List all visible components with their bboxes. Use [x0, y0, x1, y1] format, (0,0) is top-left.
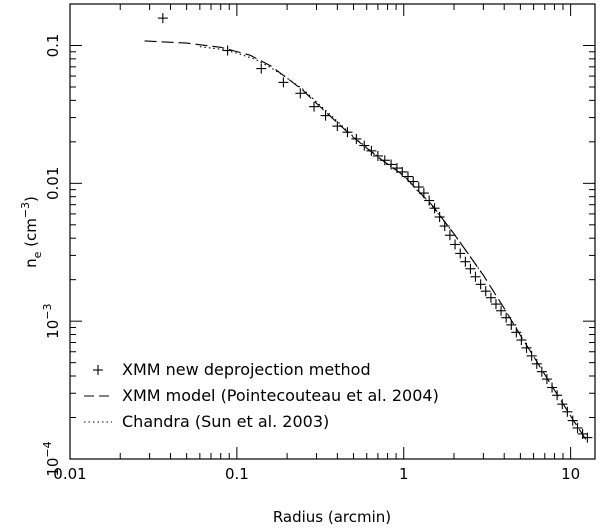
data-point — [309, 101, 320, 112]
data-point — [567, 415, 578, 426]
data-point — [256, 63, 267, 74]
legend-entry-label: XMM new deprojection method — [122, 360, 371, 379]
data-point — [372, 150, 383, 161]
data-point — [295, 88, 306, 99]
data-point — [572, 422, 583, 433]
data-point — [541, 374, 552, 385]
data-point — [547, 382, 558, 393]
series-xmm-model-line — [144, 40, 588, 442]
data-point — [496, 305, 507, 316]
legend-entry-label: Chandra (Sun et al. 2003) — [122, 412, 329, 431]
data-series — [144, 13, 593, 443]
y-tick-label: 0.01 — [44, 167, 62, 200]
data-point — [413, 182, 424, 193]
data-point — [351, 133, 362, 144]
data-point — [366, 145, 377, 156]
data-point — [470, 271, 481, 282]
data-point — [465, 263, 476, 274]
legend-entry-label: XMM model (Pointecouteau et al. 2004) — [122, 386, 439, 405]
data-point — [536, 366, 547, 377]
data-point — [278, 77, 289, 88]
data-point — [359, 140, 370, 151]
data-point — [379, 155, 390, 166]
data-point — [485, 292, 496, 303]
data-point — [460, 256, 471, 267]
data-point — [562, 406, 573, 417]
data-point — [506, 319, 517, 330]
data-point — [455, 248, 466, 259]
x-tick-label: 1 — [399, 465, 409, 483]
y-tick-label: 0.1 — [44, 34, 62, 58]
data-point — [424, 195, 435, 206]
x-tick-label: 10 — [561, 465, 580, 483]
x-axis-label: Radius (arcmin) — [273, 508, 391, 526]
legend: XMM new deprojection method XMM model (Po… — [84, 360, 439, 431]
legend-symbol-plus — [93, 365, 103, 375]
axis-tick-labels: 0.01 0.1 1 10 0.1 0.01 10−3 10−4 — [41, 34, 580, 483]
data-point — [557, 399, 568, 410]
data-point — [434, 211, 445, 222]
data-point — [480, 286, 491, 297]
data-point — [475, 279, 486, 290]
plot-frame — [69, 3, 596, 460]
x-tick-label: 0.01 — [53, 465, 86, 483]
axis-ticks — [69, 3, 595, 460]
data-point — [157, 13, 168, 24]
data-point — [490, 299, 501, 310]
data-point — [450, 239, 461, 250]
y-tick-label: 10−4 — [41, 441, 62, 476]
y-tick-label: 10−3 — [41, 304, 62, 339]
y-axis-label: ne (cm−3) — [19, 196, 44, 268]
data-point — [531, 358, 542, 369]
x-tick-label: 0.1 — [225, 465, 249, 483]
data-point — [439, 221, 450, 232]
series-chandra-line — [199, 46, 484, 276]
data-point — [444, 230, 455, 241]
